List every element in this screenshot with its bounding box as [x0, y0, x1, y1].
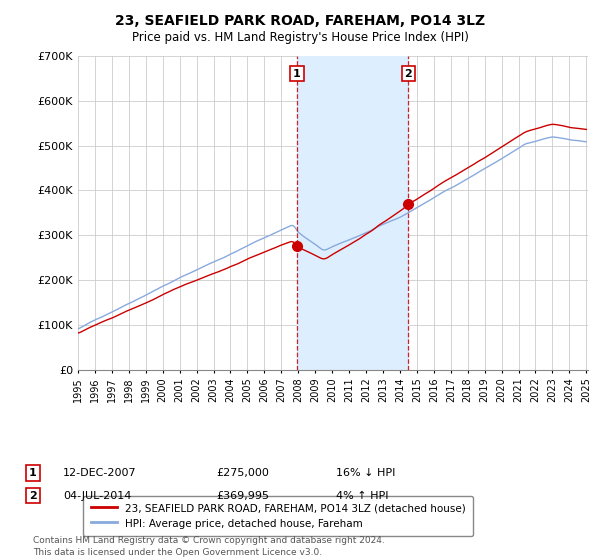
Text: 4% ↑ HPI: 4% ↑ HPI: [336, 491, 389, 501]
Text: 2: 2: [404, 68, 412, 78]
Text: 04-JUL-2014: 04-JUL-2014: [63, 491, 131, 501]
Text: Contains HM Land Registry data © Crown copyright and database right 2024.
This d: Contains HM Land Registry data © Crown c…: [33, 536, 385, 557]
Text: 2: 2: [29, 491, 37, 501]
Text: £369,995: £369,995: [216, 491, 269, 501]
Text: 1: 1: [29, 468, 37, 478]
Text: 23, SEAFIELD PARK ROAD, FAREHAM, PO14 3LZ: 23, SEAFIELD PARK ROAD, FAREHAM, PO14 3L…: [115, 14, 485, 28]
Bar: [297, 56, 409, 370]
Text: Price paid vs. HM Land Registry's House Price Index (HPI): Price paid vs. HM Land Registry's House …: [131, 31, 469, 44]
Legend: 23, SEAFIELD PARK ROAD, FAREHAM, PO14 3LZ (detached house), HPI: Average price, : 23, SEAFIELD PARK ROAD, FAREHAM, PO14 3L…: [83, 496, 473, 536]
Text: 16% ↓ HPI: 16% ↓ HPI: [336, 468, 395, 478]
Text: £275,000: £275,000: [216, 468, 269, 478]
Text: 12-DEC-2007: 12-DEC-2007: [63, 468, 137, 478]
Text: 1: 1: [293, 68, 301, 78]
